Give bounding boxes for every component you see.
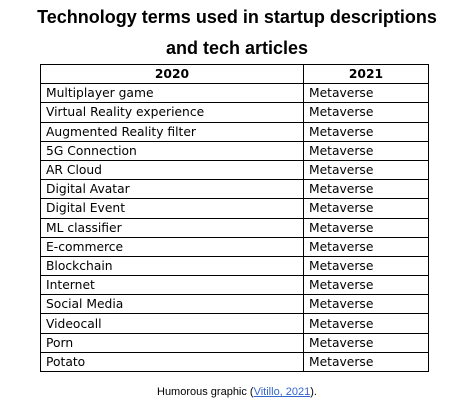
table-row: AR Cloud Metaverse	[40, 159, 429, 181]
term-2021-cell: Metaverse	[303, 159, 429, 181]
table-body: Multiplayer game Metaverse Virtual Reality…	[40, 83, 429, 373]
table-row: Internet Metaverse	[40, 275, 429, 296]
table-row: Videocall Metaverse	[40, 313, 429, 334]
column-header-2020: 2020	[40, 63, 304, 85]
term-2021-cell: Metaverse	[303, 102, 429, 123]
term-2020-cell: Multiplayer game	[40, 83, 304, 104]
table-row: E-commerce Metaverse	[40, 236, 429, 257]
table-row: Social Media Metaverse	[40, 294, 429, 315]
term-2021-cell: Metaverse	[303, 313, 429, 334]
term-2021-cell: Metaverse	[303, 351, 429, 373]
table-row: Digital Avatar Metaverse	[40, 179, 429, 200]
caption-prefix: Humorous graphic (	[157, 386, 254, 398]
table-row: Potato Metaverse	[40, 351, 429, 373]
table-row: 5G Connection Metaverse	[40, 140, 429, 161]
term-2021-cell: Metaverse	[303, 255, 429, 277]
term-2021-cell: Metaverse	[303, 83, 429, 104]
term-2021-cell: Metaverse	[303, 236, 429, 257]
figure-caption: Humorous graphic (Vitillo, 2021).	[0, 385, 474, 399]
term-2020-cell: E-commerce	[40, 236, 304, 257]
term-2021-cell: Metaverse	[303, 294, 429, 315]
table-row: Porn Metaverse	[40, 332, 429, 353]
term-2021-cell: Metaverse	[303, 121, 429, 142]
table-header-row: 2020 2021	[40, 63, 429, 85]
citation-link[interactable]: Vitillo, 2021	[253, 386, 311, 398]
caption-suffix: ).	[310, 386, 317, 398]
term-2020-cell: Digital Avatar	[40, 179, 304, 200]
table-row: Virtual Reality experience Metaverse	[40, 102, 429, 123]
title-line-2: and tech articles	[165, 38, 309, 58]
table-title: Technology terms used in startup descrip…	[0, 2, 474, 64]
table-row: ML classifier Metaverse	[40, 217, 429, 238]
term-2020-cell: Internet	[40, 275, 304, 296]
term-2021-cell: Metaverse	[303, 198, 429, 219]
term-2020-cell: Virtual Reality experience	[40, 102, 304, 123]
title-line-1: Technology terms used in startup descrip…	[37, 7, 437, 27]
table-row: Digital Event Metaverse	[40, 198, 429, 219]
term-2020-cell: ML classifier	[40, 217, 304, 238]
term-2020-cell: Social Media	[40, 294, 304, 315]
term-2021-cell: Metaverse	[303, 179, 429, 200]
column-header-2021: 2021	[303, 63, 429, 85]
term-2021-cell: Metaverse	[303, 275, 429, 296]
term-2020-cell: Blockchain	[40, 255, 304, 277]
term-2021-cell: Metaverse	[303, 140, 429, 161]
term-2020-cell: Videocall	[40, 313, 304, 334]
term-2020-cell: Digital Event	[40, 198, 304, 219]
term-2021-cell: Metaverse	[303, 332, 429, 353]
term-2021-cell: Metaverse	[303, 217, 429, 238]
term-2020-cell: Augmented Reality filter	[40, 121, 304, 142]
term-2020-cell: Porn	[40, 332, 304, 353]
table-row: Blockchain Metaverse	[40, 255, 429, 277]
table-row: Augmented Reality filter Metaverse	[40, 121, 429, 142]
table-row: Multiplayer game Metaverse	[40, 83, 429, 104]
term-2020-cell: Potato	[40, 351, 304, 373]
term-2020-cell: AR Cloud	[40, 159, 304, 181]
term-2020-cell: 5G Connection	[40, 140, 304, 161]
terms-table: 2020 2021 Multiplayer game Metaverse Virtu…	[40, 63, 429, 373]
